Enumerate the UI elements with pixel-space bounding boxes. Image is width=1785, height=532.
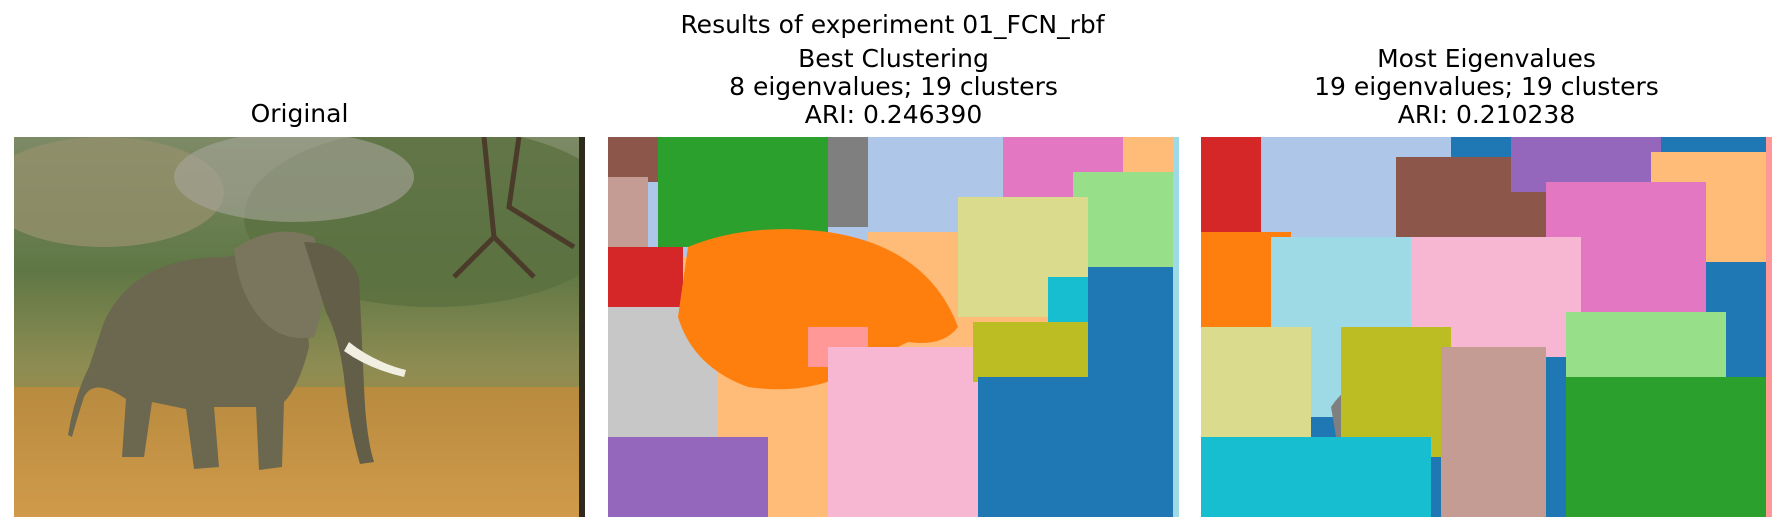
panel-title-line: ARI: 0.210238: [1397, 100, 1576, 129]
panel-title-line: 19 eigenvalues; 19 clusters: [1314, 72, 1659, 101]
best-clustering-map: [608, 137, 1179, 517]
panel-title-best-clustering: Best Clustering 8 eigenvalues; 19 cluste…: [608, 45, 1179, 129]
panel-title-line: Most Eigenvalues: [1377, 44, 1596, 73]
panel-title-most-eigenvalues: Most Eigenvalues 19 eigenvalues; 19 clus…: [1201, 45, 1772, 129]
panel-title-original: Original: [14, 100, 585, 128]
panel-title-line: 8 eigenvalues; 19 clusters: [729, 72, 1058, 101]
figure-suptitle: Results of experiment 01_FCN_rbf: [680, 10, 1105, 39]
panel-title-line: Original: [250, 99, 349, 128]
original-image: [14, 137, 585, 517]
panel-title-line: Best Clustering: [798, 44, 989, 73]
panel-title-line: ARI: 0.246390: [804, 100, 983, 129]
most-eigenvalues-map: [1201, 137, 1772, 517]
